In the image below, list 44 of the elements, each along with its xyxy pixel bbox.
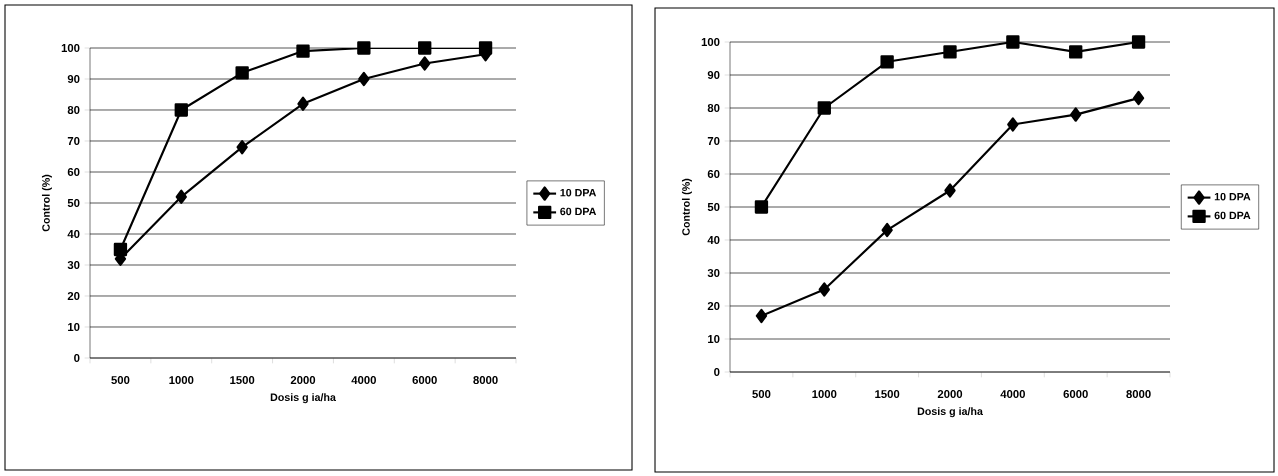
x-tick-label: 1000	[812, 390, 837, 399]
y-tick-label: 60	[67, 168, 80, 177]
y-tick-label: 10	[68, 323, 80, 332]
y-tick-label: 80	[707, 104, 720, 113]
y-tick-label: 40	[707, 236, 720, 245]
y-tick-label: 70	[67, 137, 80, 146]
legend-label: 60 DPA	[1214, 211, 1251, 220]
y-tick-label: 50	[707, 203, 720, 212]
y-tick-label: 90	[707, 71, 720, 80]
y-tick-label: 100	[701, 38, 720, 47]
y-tick-label: 40	[67, 230, 80, 239]
x-axis-title: Dosis g ia/ha	[917, 407, 983, 418]
y-tick-label: 20	[707, 302, 720, 311]
x-tick-label: 1500	[230, 376, 255, 385]
x-tick-label: 500	[752, 390, 771, 399]
y-tick-label: 30	[707, 268, 720, 278]
legend-label: 10 DPA	[560, 188, 597, 197]
x-tick-label: 2000	[937, 390, 963, 399]
y-tick-label: 80	[67, 106, 80, 115]
x-tick-label: 1000	[169, 376, 194, 385]
x-tick-label: 500	[111, 376, 130, 385]
legend-label: 10 DPA	[1214, 192, 1251, 201]
legend-label: 60 DPA	[560, 207, 597, 216]
x-tick-label: 4000	[351, 376, 376, 385]
y-tick-label: 0	[74, 354, 80, 363]
x-tick-label: 6000	[1063, 390, 1088, 399]
x-tick-label: 4000	[1000, 390, 1025, 399]
y-axis-title: Control (%)	[41, 174, 52, 232]
y-tick-label: 0	[714, 368, 720, 377]
y-axis-title: Control (%)	[681, 178, 692, 236]
x-tick-label: 2000	[290, 376, 316, 385]
y-tick-label: 90	[67, 75, 80, 84]
x-axis-title: Dosis g ia/ha	[270, 393, 336, 404]
y-tick-label: 50	[67, 199, 80, 208]
y-tick-label: 100	[61, 44, 80, 53]
x-tick-label: 6000	[412, 376, 437, 385]
y-tick-label: 10	[708, 335, 720, 344]
y-tick-label: 60	[707, 170, 720, 179]
y-tick-label: 70	[707, 137, 720, 146]
x-tick-label: 1500	[875, 390, 900, 399]
y-tick-label: 20	[67, 292, 80, 301]
x-tick-label: 8000	[1126, 390, 1151, 399]
x-tick-label: 8000	[473, 376, 498, 385]
y-tick-label: 30	[67, 260, 80, 270]
